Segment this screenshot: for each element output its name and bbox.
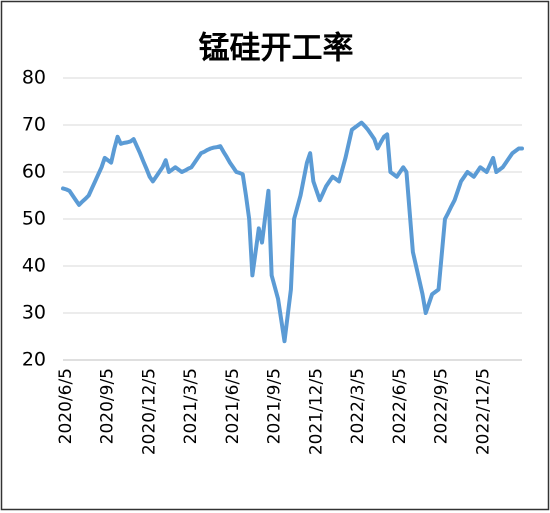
data-line xyxy=(61,120,524,344)
y-tick-label: 40 xyxy=(22,255,46,277)
y-tick-label: 50 xyxy=(22,208,46,230)
chart-title: 锰硅开工率 xyxy=(199,31,354,67)
x-tick-label: 2022/9/5 xyxy=(432,368,452,444)
y-tick-label: 30 xyxy=(22,302,46,324)
x-tick-label: 2021/12/5 xyxy=(306,368,326,455)
x-tick-label: 2020/12/5 xyxy=(139,368,159,455)
x-tick-label: 2021/3/5 xyxy=(181,368,201,444)
x-tick-label: 2021/9/5 xyxy=(265,368,285,444)
x-tick-label: 2022/12/5 xyxy=(473,368,493,455)
y-tick-label: 60 xyxy=(22,161,46,183)
x-tick-label: 2022/3/5 xyxy=(348,368,368,444)
x-tick-label: 2020/9/5 xyxy=(98,368,118,444)
x-tick-label: 2021/6/5 xyxy=(223,368,243,444)
x-tick-label: 2020/6/5 xyxy=(56,368,76,444)
x-tick-label: 2022/6/5 xyxy=(390,368,410,444)
y-tick-label: 70 xyxy=(22,114,46,136)
y-tick-label: 80 xyxy=(22,67,46,89)
y-tick-label: 20 xyxy=(22,349,46,371)
